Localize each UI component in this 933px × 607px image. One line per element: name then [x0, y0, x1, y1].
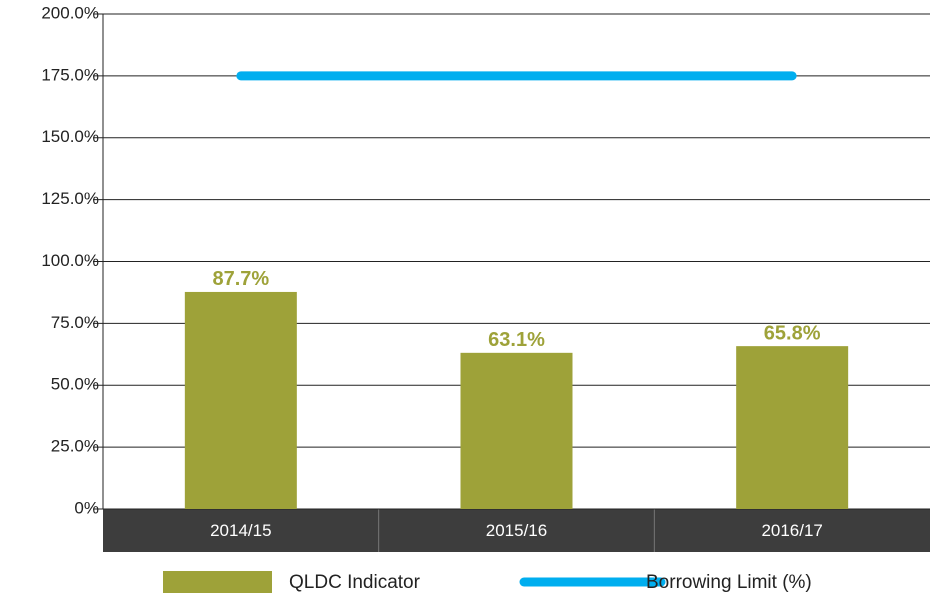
legend-label: QLDC Indicator [289, 572, 421, 593]
y-tick-label: 75.0% [51, 313, 99, 332]
bar [736, 346, 849, 509]
x-tick-label: 2014/15 [210, 521, 271, 540]
category-axis-band [103, 509, 930, 552]
y-tick-label: 150.0% [41, 127, 99, 146]
data-label: 87.7% [212, 268, 269, 290]
legend-swatch [163, 571, 272, 593]
data-label: 65.8% [764, 322, 821, 344]
y-tick-label: 50.0% [51, 375, 99, 394]
bar [184, 291, 297, 509]
legend-label: Borrowing Limit (%) [646, 572, 812, 593]
y-tick-label: 25.0% [51, 437, 99, 456]
y-tick-label: 0% [74, 498, 99, 517]
bar [460, 352, 573, 509]
data-label: 63.1% [488, 329, 545, 351]
x-tick-label: 2015/16 [486, 521, 547, 540]
x-tick-label: 2016/17 [761, 521, 822, 540]
y-tick-label: 200.0% [41, 3, 99, 22]
y-tick-label: 100.0% [41, 251, 99, 270]
y-tick-label: 175.0% [41, 65, 99, 84]
y-tick-label: 125.0% [41, 189, 99, 208]
